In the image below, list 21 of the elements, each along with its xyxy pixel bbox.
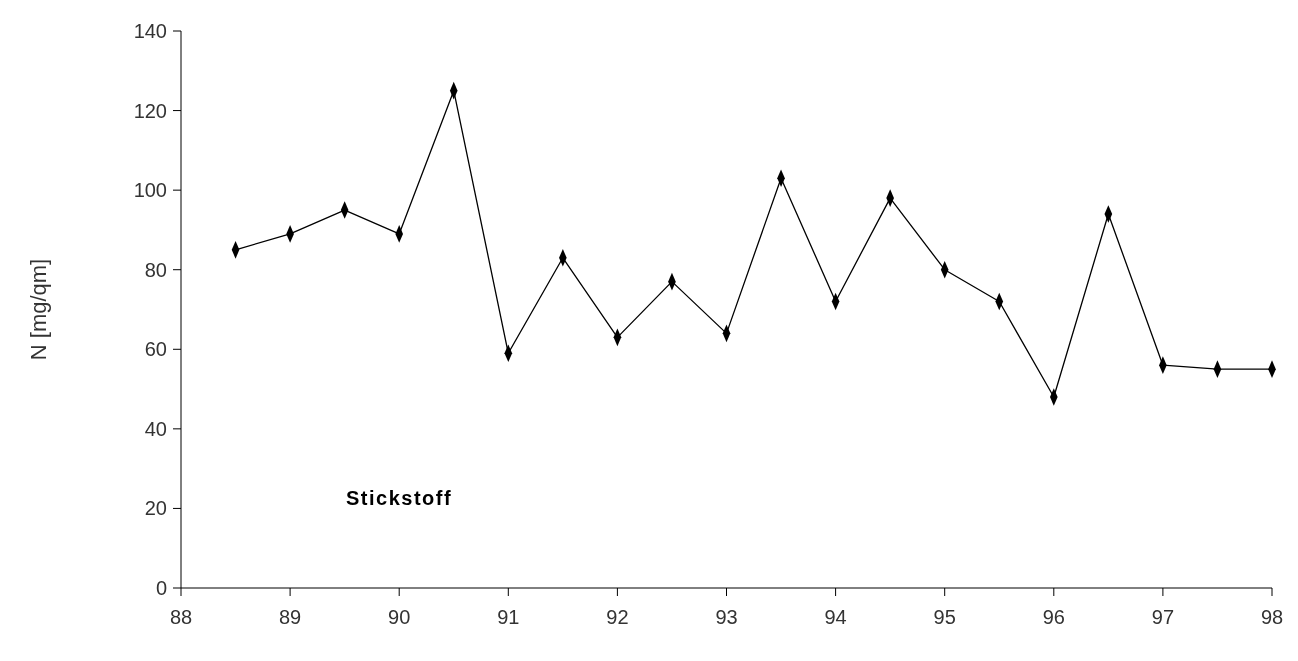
x-tick-label: 89 — [278, 606, 302, 628]
y-tick-label: 140 — [133, 20, 167, 42]
y-tick-label: 100 — [133, 179, 167, 202]
x-tick-label: 95 — [933, 606, 956, 628]
y-tick-label: 80 — [144, 258, 167, 281]
x-tick-label: 91 — [497, 606, 520, 628]
x-tick-label: 92 — [606, 606, 629, 628]
annotation: Stickstoff — [346, 487, 453, 509]
y-tick-label: 0 — [155, 577, 167, 599]
y-tick-label: 120 — [133, 99, 167, 122]
y-tick-label: 40 — [144, 417, 167, 440]
x-tick-label: 98 — [1260, 606, 1284, 628]
x-tick-label: 93 — [715, 606, 738, 628]
x-tick-label: 88 — [169, 606, 193, 628]
x-tick-label: 94 — [824, 606, 847, 628]
x-tick-label: 90 — [388, 606, 411, 628]
x-tick-label: 96 — [1042, 606, 1065, 628]
y-tick-label: 20 — [144, 497, 167, 520]
y-axis-title: N [mg/qm] — [26, 258, 51, 361]
x-tick-label: 97 — [1151, 606, 1175, 628]
y-tick-label: 60 — [144, 338, 167, 361]
